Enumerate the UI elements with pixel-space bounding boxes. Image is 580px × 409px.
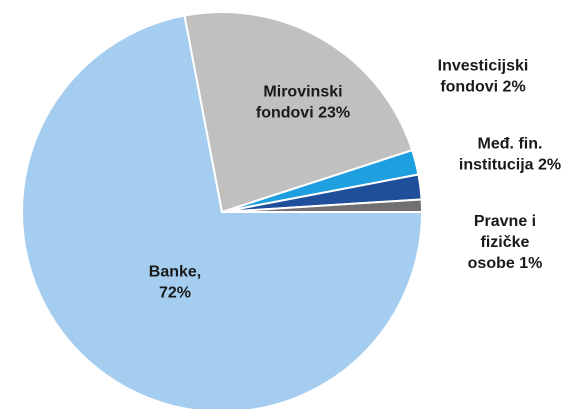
- slice-label: Mirovinski fondovi 23%: [256, 84, 350, 122]
- slice-label: Banke, 72%: [149, 264, 201, 302]
- pie-slice: [221, 198, 424, 213]
- slice-label: Međ. fin. institucija 2%: [459, 136, 561, 174]
- slice-label: Investicijski fondovi 2%: [438, 58, 529, 96]
- pie-slice: [183, 11, 414, 214]
- slice-label: Pravne i fizičke osobe 1%: [468, 213, 543, 272]
